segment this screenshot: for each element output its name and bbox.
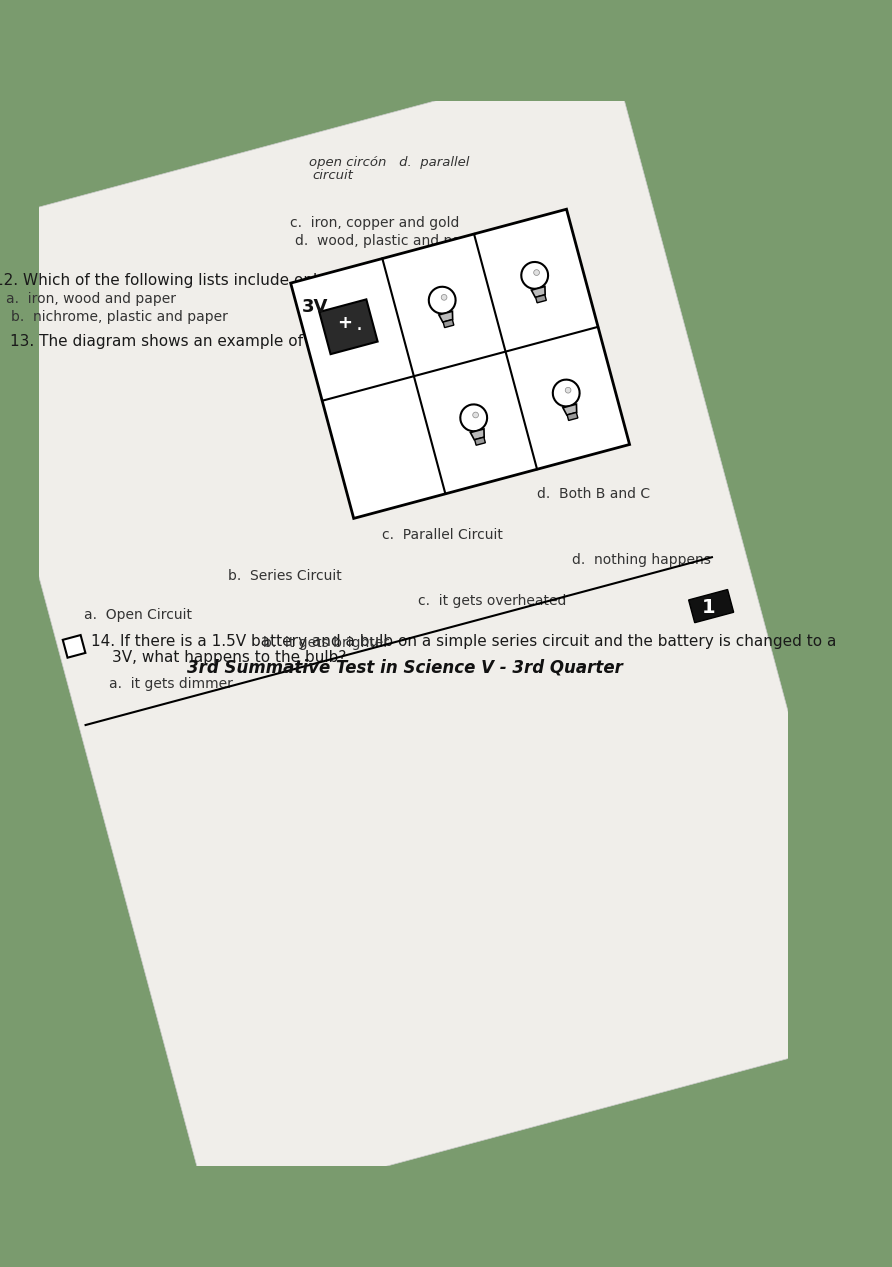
FancyBboxPatch shape [0,334,5,357]
Polygon shape [532,286,545,298]
Text: d.  Both B and C: d. Both B and C [537,487,649,500]
Text: 3rd Summative Test in Science V - 3rd Quarter: 3rd Summative Test in Science V - 3rd Qu… [187,659,624,677]
FancyBboxPatch shape [62,635,86,658]
Text: open circón   d.  parallel: open circón d. parallel [309,157,469,170]
Text: c.  iron, copper and gold: c. iron, copper and gold [290,217,459,231]
FancyBboxPatch shape [627,101,788,773]
Circle shape [521,262,548,289]
Text: a.  Open Circuit: a. Open Circuit [84,608,192,622]
Text: d.  wood, plastic and paper: d. wood, plastic and paper [295,234,484,248]
FancyBboxPatch shape [39,101,207,521]
FancyBboxPatch shape [567,413,578,421]
Text: 3V: 3V [301,298,328,315]
Text: 14. If there is a 1.5V battery and a bulb on a simple series circuit and the bat: 14. If there is a 1.5V battery and a bul… [91,634,836,649]
Text: ·: · [356,319,363,340]
Polygon shape [563,404,576,416]
FancyBboxPatch shape [689,589,733,622]
FancyBboxPatch shape [443,319,454,328]
FancyBboxPatch shape [291,209,630,518]
Text: 13. The diagram shows an example of what type of circuit?: 13. The diagram shows an example of what… [11,334,465,348]
Text: +: + [337,314,352,332]
Text: 12. Which of the following lists include only conductors of electricity?: 12. Which of the following lists include… [0,272,524,288]
Text: circuit: circuit [312,169,353,181]
Polygon shape [0,53,875,1214]
Circle shape [442,294,447,300]
Circle shape [0,338,1,353]
Text: c.  it gets overheated: c. it gets overheated [417,594,566,608]
FancyBboxPatch shape [535,295,546,303]
Circle shape [566,388,571,393]
Circle shape [553,380,580,407]
FancyBboxPatch shape [475,437,485,445]
Text: b.  it gets brighter: b. it gets brighter [263,636,390,650]
Text: b.  Series Circuit: b. Series Circuit [228,569,342,583]
Text: a.  iron, wood and paper: a. iron, wood and paper [6,293,177,307]
FancyBboxPatch shape [39,101,788,210]
Circle shape [460,404,487,431]
Text: b.  nichrome, plastic and paper: b. nichrome, plastic and paper [11,310,227,324]
Text: d.  nothing happens: d. nothing happens [572,552,711,568]
Text: 1: 1 [702,598,715,617]
Polygon shape [470,430,484,440]
Polygon shape [439,312,452,322]
FancyBboxPatch shape [319,299,377,355]
FancyBboxPatch shape [39,858,788,1166]
Circle shape [429,286,456,313]
Circle shape [533,270,540,275]
Text: c.  Parallel Circuit: c. Parallel Circuit [383,528,503,542]
Text: a.  it gets dimmer: a. it gets dimmer [109,677,233,691]
Circle shape [473,412,478,418]
Text: 3V, what happens to the bulb?: 3V, what happens to the bulb? [112,650,347,665]
